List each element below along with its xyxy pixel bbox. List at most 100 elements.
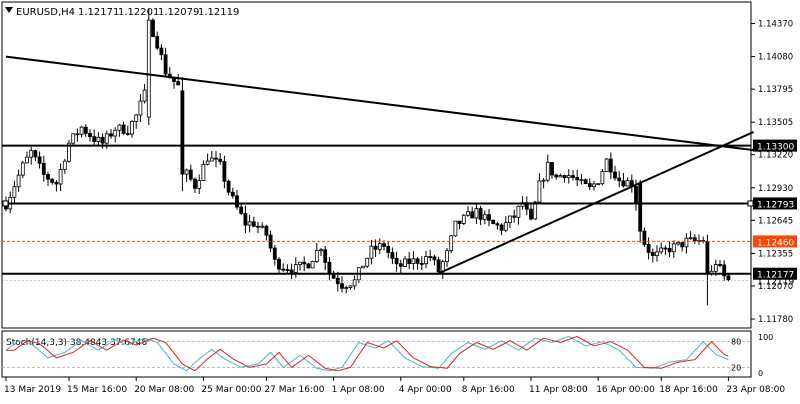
date-tick-label: 20 Mar 08:00 — [134, 385, 194, 395]
candle — [323, 246, 328, 271]
candle — [146, 8, 151, 126]
candle — [209, 150, 214, 162]
candle — [411, 251, 416, 270]
candle — [428, 249, 433, 262]
candle — [117, 124, 122, 137]
candle — [508, 215, 512, 229]
candle — [188, 164, 193, 182]
level-1-13300[interactable]: 1.13300 — [2, 139, 797, 153]
date-tick-label: 23 Apr 08:00 — [726, 385, 785, 395]
stoch-label: Stoch(14,3,3) 38.4843 37.6746 — [6, 338, 147, 348]
candle — [583, 178, 588, 185]
trendline-1[interactable] — [5, 55, 754, 152]
dropdown-triangle-icon[interactable] — [5, 7, 13, 13]
candle — [718, 259, 722, 268]
candle — [138, 94, 143, 123]
candle — [142, 84, 147, 104]
stoch-signal-line — [6, 335, 729, 372]
candle — [260, 222, 265, 229]
candle — [193, 177, 197, 193]
candle — [235, 189, 239, 210]
price-tag-label: 1.12793 — [757, 200, 794, 210]
candle — [722, 260, 727, 281]
candle — [151, 18, 155, 38]
candle — [394, 251, 399, 272]
candle — [449, 234, 454, 254]
candle — [264, 224, 269, 241]
candle — [684, 233, 689, 254]
level-1-12177[interactable]: 1.12177 — [2, 267, 797, 281]
date-tick-label: 1 Apr 08:00 — [332, 385, 385, 395]
candle — [125, 125, 130, 136]
price-tick-label: 1.13505 — [758, 118, 793, 128]
candle — [67, 139, 71, 163]
candle — [79, 125, 84, 138]
price-tag: 1.13300 — [753, 139, 797, 153]
candle — [214, 151, 218, 168]
candle — [306, 262, 311, 269]
candle — [680, 242, 685, 252]
candle — [503, 216, 508, 233]
candle — [499, 223, 504, 236]
stoch-level-label: 20 — [731, 363, 741, 372]
candle — [37, 151, 42, 169]
candle — [289, 263, 294, 279]
candle — [671, 240, 676, 259]
candle — [621, 172, 626, 188]
date-tick-label: 4 Apr 00:00 — [399, 385, 452, 395]
candle — [134, 113, 139, 129]
price-tag-label: 1.12460 — [757, 238, 794, 248]
price-tag: 1.12793 — [753, 197, 797, 210]
candle — [310, 260, 315, 269]
candle — [12, 180, 17, 204]
trendline-2[interactable] — [438, 131, 755, 275]
candle — [281, 263, 286, 272]
candle — [415, 256, 420, 270]
candle — [218, 153, 223, 165]
candle — [600, 168, 605, 186]
candle — [478, 205, 483, 226]
candle — [487, 209, 491, 227]
candle — [130, 120, 134, 138]
candle — [474, 203, 479, 224]
level-1-12119[interactable]: 1.12119 — [2, 277, 794, 287]
candle — [197, 174, 202, 194]
price-tag: 1.12460 — [753, 235, 797, 248]
candle — [692, 234, 697, 244]
candle — [163, 47, 168, 77]
candle — [541, 178, 546, 189]
candle — [491, 219, 496, 225]
candle — [176, 74, 181, 86]
candle — [592, 180, 596, 191]
price-tag: 1.12177 — [753, 267, 797, 281]
candle — [659, 242, 664, 255]
price-axis: 1.14370 1.14080 1.13795 1.13505 1.13220 1.129… — [751, 20, 793, 325]
candle — [41, 156, 46, 182]
trendlines[interactable] — [5, 55, 755, 275]
candle — [247, 214, 252, 233]
candle — [398, 259, 403, 275]
candle — [550, 161, 554, 179]
candle — [92, 129, 97, 146]
candle — [222, 155, 227, 189]
candle — [579, 173, 584, 185]
candle — [676, 242, 680, 246]
level-1-12793[interactable]: 1.12793 — [2, 197, 797, 210]
candle — [466, 206, 470, 217]
candle — [432, 254, 437, 266]
candle — [663, 245, 668, 256]
price-tick-label: 1.11780 — [758, 315, 793, 325]
level-1-12460[interactable]: 1.12460 — [2, 235, 797, 248]
candle — [604, 157, 609, 173]
price-tick-label: 1.12070 — [758, 282, 793, 292]
candle — [180, 77, 185, 192]
candle — [54, 179, 59, 192]
date-tick-label: 25 Mar 00:00 — [201, 385, 261, 395]
candle — [298, 261, 302, 271]
candle — [613, 165, 617, 181]
candle — [516, 205, 521, 225]
candle — [96, 132, 101, 147]
